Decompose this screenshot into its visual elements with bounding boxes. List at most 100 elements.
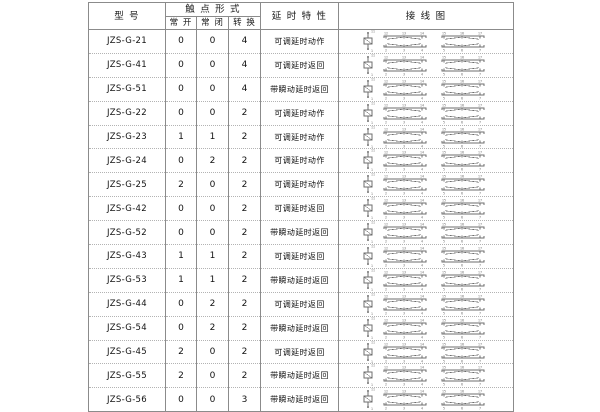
wiring-diagram-2block: 11 1 12 2 13 3 14 4 15 5 16 6 17 7 [339,245,513,268]
svg-text:14: 14 [420,246,424,250]
svg-text:15: 15 [442,103,446,107]
svg-text:12: 12 [384,318,388,322]
svg-text:11: 11 [371,245,375,249]
svg-text:1: 1 [371,121,373,125]
svg-text:12: 12 [384,366,388,370]
svg-text:6: 6 [461,120,463,124]
svg-text:4: 4 [421,192,423,196]
svg-text:5: 5 [443,192,445,196]
table-row: JZS-G-22 0 0 2 可调延时动作 11 1 12 2 13 3 14 4 15 5 16 6… [88,101,515,126]
svg-text:15: 15 [442,151,446,155]
table-row: JZS-G-45 2 0 2 可调延时返回 11 1 12 2 13 3 14 4 15 5 16 6… [88,340,515,365]
wiring-diagram-2block: 11 1 12 2 13 3 14 4 15 5 16 6 17 7 [339,221,513,244]
wiring-diagram-2block: 11 1 12 2 13 3 14 4 15 5 16 6 17 7 [339,149,513,172]
svg-text:12: 12 [384,342,388,346]
cell-contact-nc: 2 [196,148,229,174]
svg-text:6: 6 [461,263,463,267]
svg-text:14: 14 [420,366,424,370]
cell-contact-nc: 0 [196,220,229,246]
svg-text:7: 7 [479,287,481,291]
svg-text:2: 2 [385,144,387,148]
svg-text:14: 14 [420,31,424,35]
cell-model: JZS-G-23 [88,125,166,150]
svg-text:3: 3 [403,335,405,339]
svg-text:3: 3 [403,96,405,100]
svg-text:6: 6 [461,168,463,172]
svg-text:2: 2 [385,287,387,291]
svg-text:14: 14 [420,103,424,107]
svg-text:16: 16 [460,103,464,107]
cell-contact-nc: 1 [196,268,229,293]
cell-model: JZS-G-51 [88,77,166,102]
table-row: JZS-G-42 0 0 2 可调延时返回 11 1 12 2 13 3 14 4 15 5 16 6… [88,196,515,222]
cell-model: JZS-G-43 [88,244,166,269]
cell-model: JZS-G-44 [88,292,166,317]
svg-text:4: 4 [421,335,423,339]
svg-text:13: 13 [402,294,406,298]
wiring-diagram-2block: 11 1 12 2 13 3 14 4 15 5 16 6 17 7 [339,364,513,387]
cell-contact-changeover: 2 [227,148,262,174]
svg-text:6: 6 [461,96,463,100]
svg-text:3: 3 [403,168,405,172]
svg-text:13: 13 [402,246,406,250]
svg-text:1: 1 [371,216,373,220]
cell-model: JZS-G-21 [88,29,166,54]
column-header-wiring-diagram: 接 线 图 [338,2,515,30]
table-row: JZS-G-41 0 0 4 可调延时返回 11 1 12 2 13 3 14 4 15 5 16 6… [88,53,515,78]
svg-text:11: 11 [371,364,375,368]
cell-delay-characteristic: 带瞬动延时返回 [260,77,340,102]
cell-wiring-diagram: 11 1 12 2 13 3 14 4 15 5 16 6 17 7 [338,244,515,269]
cell-delay-characteristic: 可调延时返回 [260,53,340,78]
cell-delay-characteristic: 可调延时动作 [260,101,340,126]
svg-text:17: 17 [478,318,482,322]
cell-contact-changeover: 4 [227,29,262,54]
svg-text:14: 14 [420,294,424,298]
cell-contact-nc: 2 [196,316,229,341]
cell-contact-nc: 0 [196,101,229,126]
svg-text:2: 2 [385,120,387,124]
svg-text:12: 12 [384,151,388,155]
svg-text:5: 5 [443,144,445,148]
svg-text:6: 6 [461,407,463,411]
table-row: JZS-G-25 2 0 2 可调延时动作 11 1 12 2 13 3 14 4 15 5 16 6… [88,172,515,198]
svg-text:16: 16 [460,294,464,298]
svg-text:5: 5 [443,359,445,363]
svg-text:12: 12 [384,223,388,227]
svg-text:4: 4 [421,144,423,148]
svg-text:3: 3 [403,287,405,291]
svg-text:17: 17 [478,199,482,203]
svg-text:12: 12 [384,199,388,203]
cell-delay-characteristic: 带瞬动延时返回 [260,316,340,341]
svg-text:15: 15 [442,390,446,394]
svg-text:2: 2 [385,407,387,411]
cell-contact-nc: 0 [196,196,229,222]
svg-text:15: 15 [442,294,446,298]
cell-delay-characteristic: 可调延时动作 [260,148,340,174]
table-header: 型 号 触 点 形 式 延 时 特 性 接 线 图 常 开 常 闭 转 换 [88,2,515,30]
svg-text:2: 2 [385,192,387,196]
cell-contact-nc: 0 [196,53,229,78]
svg-text:6: 6 [461,216,463,220]
cell-contact-no: 0 [165,101,197,126]
header-row-sub: 常 开 常 闭 转 换 [89,16,514,30]
svg-text:14: 14 [420,270,424,274]
cell-model: JZS-G-55 [88,363,166,389]
svg-text:16: 16 [460,199,464,203]
svg-text:1: 1 [371,97,373,101]
table-row: JZS-G-53 1 1 2 带瞬动延时返回 11 1 12 2 13 3 14 4 15 5 16… [88,268,515,293]
cell-contact-changeover: 2 [227,172,262,198]
svg-text:16: 16 [460,246,464,250]
cell-contact-changeover: 2 [227,101,262,126]
svg-text:6: 6 [461,192,463,196]
svg-text:5: 5 [443,96,445,100]
svg-text:7: 7 [479,383,481,387]
svg-text:4: 4 [421,263,423,267]
svg-text:13: 13 [402,103,406,107]
relay-specification-table: 型 号 触 点 形 式 延 时 特 性 接 线 图 常 开 常 闭 转 换 JZ… [88,2,515,412]
svg-text:5: 5 [443,72,445,76]
svg-text:2: 2 [385,335,387,339]
svg-text:11: 11 [371,293,375,297]
header-row-top: 型 号 触 点 形 式 延 时 特 性 接 线 图 [88,2,515,30]
svg-text:17: 17 [478,390,482,394]
svg-text:4: 4 [421,240,423,244]
